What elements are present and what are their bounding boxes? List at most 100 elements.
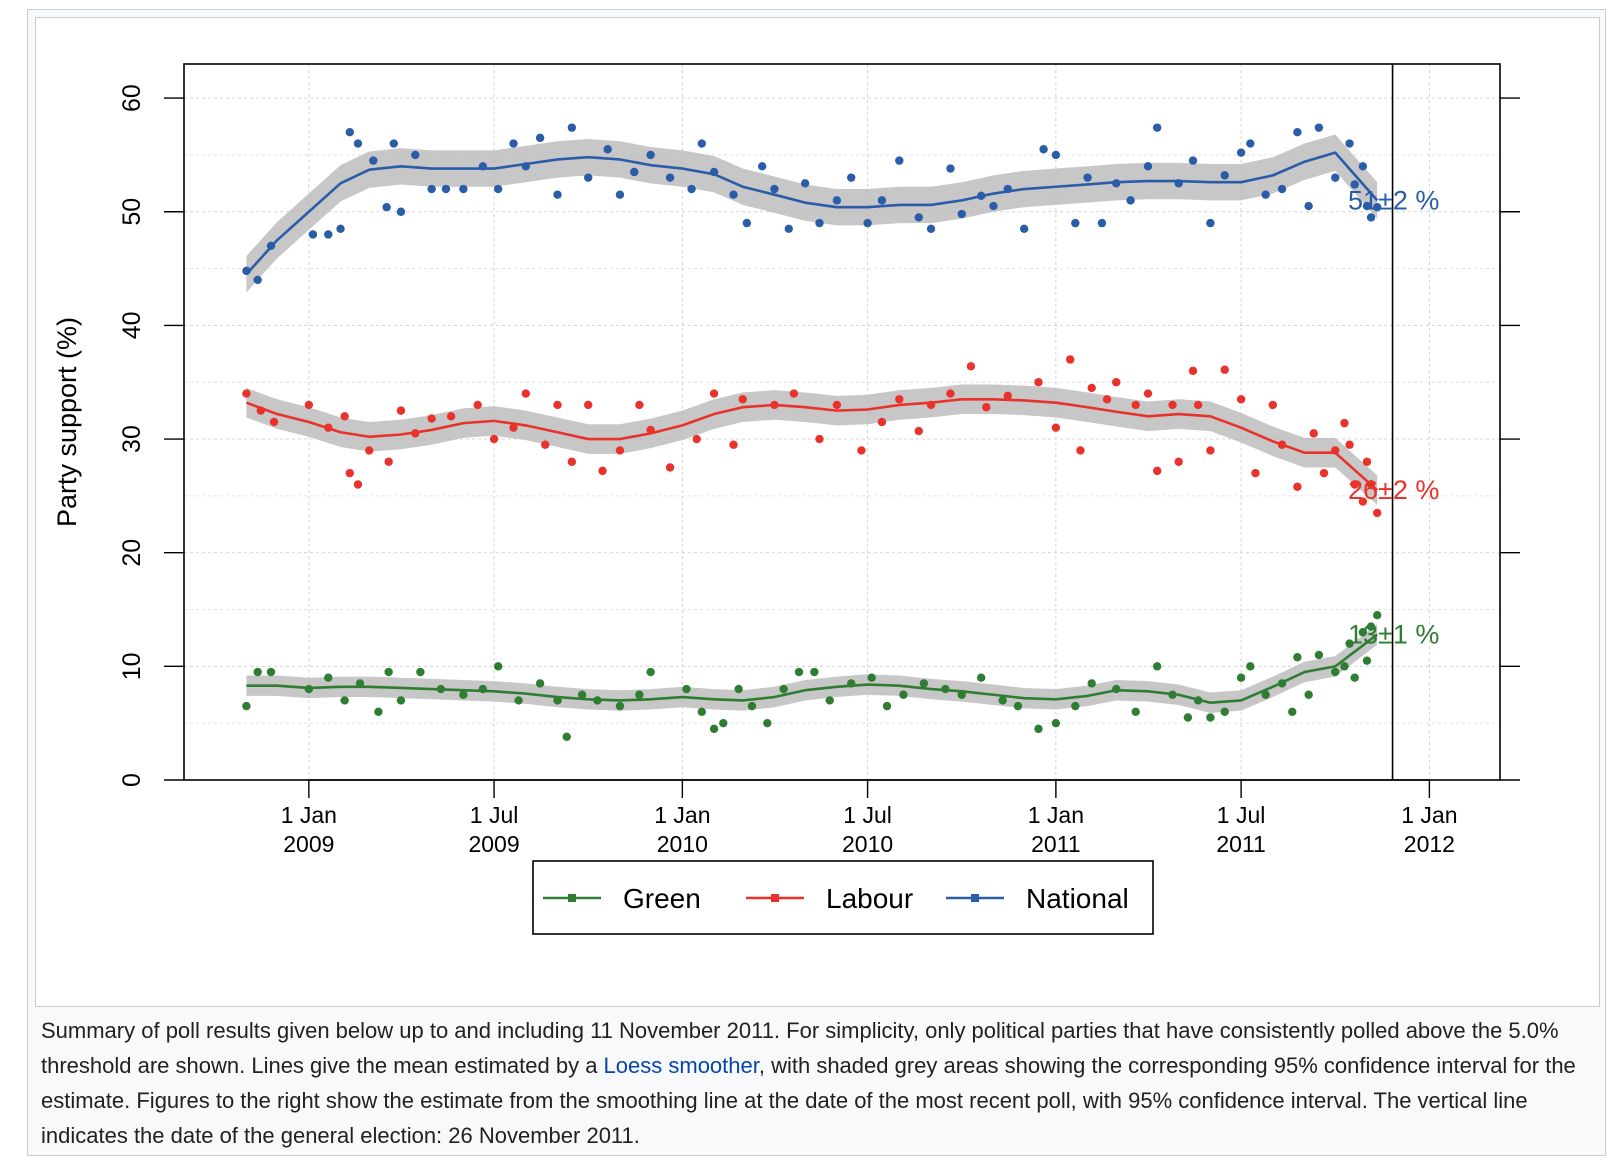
national-poll-point xyxy=(553,190,562,199)
green-poll-point xyxy=(355,679,365,688)
x-tick-label-date: 1 Jan xyxy=(1401,802,1457,828)
green-poll-point xyxy=(709,724,719,734)
green-poll-point xyxy=(1373,611,1382,620)
y-axis-title: Party support (%) xyxy=(52,317,82,527)
green-poll-point xyxy=(1071,701,1080,711)
x-tick-label-date: 1 Jan xyxy=(281,802,337,828)
green-poll-point xyxy=(747,701,757,711)
national-poll-point xyxy=(396,207,406,216)
national-poll-point xyxy=(308,230,318,239)
labour-poll-point xyxy=(815,434,824,444)
x-tick-label-date: 1 Jan xyxy=(1028,802,1084,828)
caption-text-end: , with shaded grey areas showing the cor… xyxy=(41,1053,1576,1148)
y-tick-label: 0 xyxy=(118,773,146,787)
labour-poll-point xyxy=(1003,391,1012,401)
loess-smoother-link[interactable]: Loess smoother xyxy=(603,1053,759,1078)
labour-poll-point xyxy=(1340,418,1349,428)
labour-poll-point xyxy=(914,426,923,436)
green-poll-point xyxy=(1288,707,1297,717)
national-poll-point xyxy=(687,184,696,194)
labour-poll-point xyxy=(242,389,251,398)
labour-poll-point xyxy=(982,403,991,412)
x-tick-label-year: 2010 xyxy=(657,831,708,857)
national-poll-point xyxy=(895,156,904,165)
labour-poll-point xyxy=(1358,497,1368,506)
green-poll-point xyxy=(899,690,908,699)
national-poll-point xyxy=(382,203,391,212)
national-poll-point xyxy=(1304,201,1313,211)
national-poll-point xyxy=(1293,127,1302,137)
labour-poll-point xyxy=(1112,378,1121,387)
labour-poll-point xyxy=(1102,395,1112,404)
green-poll-point xyxy=(266,667,276,677)
labour-poll-point xyxy=(340,412,349,421)
green-poll-point xyxy=(1220,707,1229,717)
y-tick-label: 20 xyxy=(118,539,146,567)
green-poll-point xyxy=(253,667,262,677)
labour-poll-point xyxy=(598,466,607,476)
labour-poll-point xyxy=(1293,482,1302,491)
labour-poll-point xyxy=(1188,366,1198,376)
green-confidence-band xyxy=(246,624,1378,713)
green-poll-point xyxy=(882,701,892,711)
green-poll-point xyxy=(919,679,929,688)
national-poll-point xyxy=(603,145,612,154)
labour-poll-point xyxy=(692,434,701,444)
labour-poll-point xyxy=(1193,400,1203,410)
green-poll-point xyxy=(646,667,655,677)
national-poll-point xyxy=(1206,218,1215,228)
x-tick-label-year: 2009 xyxy=(468,831,519,857)
labour-poll-point xyxy=(384,457,393,466)
national-poll-point xyxy=(459,184,468,194)
national-poll-point xyxy=(389,139,398,148)
poll-chart: 0 10 20 30 40 50 60 Party support (%) 1 Jan 2009 1… xyxy=(52,63,1520,935)
national-poll-point xyxy=(1362,201,1372,211)
national-smooth-line xyxy=(245,151,1379,276)
labour-poll-point xyxy=(304,400,314,410)
labour-poll-point xyxy=(1373,508,1382,518)
labour-end-estimate: 26±2 % xyxy=(1348,475,1439,505)
green-poll-point xyxy=(719,718,728,728)
national-poll-point xyxy=(324,230,333,239)
labour-poll-point xyxy=(584,400,593,410)
x-tick-label-year: 2011 xyxy=(1216,831,1265,857)
labour-poll-point xyxy=(1309,429,1318,438)
y-tick-label: 10 xyxy=(118,652,146,680)
labour-poll-point xyxy=(1206,446,1215,455)
labour-poll-point xyxy=(427,414,436,423)
national-poll-point xyxy=(1019,224,1029,233)
national-poll-point xyxy=(369,156,378,165)
national-poll-point xyxy=(926,224,936,233)
x-tick-label-date: 1 Jan xyxy=(654,802,710,828)
national-poll-point xyxy=(729,190,738,199)
labour-poll-point xyxy=(966,362,976,371)
green-poll-point xyxy=(514,696,523,705)
green-poll-point xyxy=(1087,679,1096,688)
national-poll-point xyxy=(1331,173,1340,182)
green-poll-point xyxy=(1131,707,1140,717)
labour-poll-point xyxy=(541,440,550,449)
national-poll-point xyxy=(1152,123,1162,132)
figure-container: 0 10 20 30 40 50 60 Party support (%) 1 Jan 2009 1… xyxy=(27,9,1606,1156)
green-poll-point xyxy=(697,707,707,717)
green-poll-point xyxy=(1206,713,1215,722)
labour-confidence-band xyxy=(246,384,1378,505)
green-poll-point xyxy=(1261,690,1270,699)
green-poll-point xyxy=(1034,724,1043,734)
x-tick-label-date: 1 Jul xyxy=(470,802,519,828)
green-poll-point xyxy=(416,667,425,677)
green-poll-point xyxy=(459,690,468,699)
y-tick-label: 60 xyxy=(118,84,146,112)
labour-poll-point xyxy=(1220,365,1229,374)
green-poll-point xyxy=(867,673,876,682)
x-tick-label-year: 2010 xyxy=(842,831,893,857)
labour-poll-point xyxy=(489,434,499,444)
national-poll-point xyxy=(646,150,655,160)
national-poll-point xyxy=(665,173,675,182)
national-poll-point xyxy=(770,184,779,194)
labour-poll-point xyxy=(269,417,279,427)
national-poll-point xyxy=(1350,180,1359,189)
labour-poll-point xyxy=(665,463,675,472)
green-poll-point xyxy=(1293,653,1302,662)
national-poll-point xyxy=(757,162,767,171)
